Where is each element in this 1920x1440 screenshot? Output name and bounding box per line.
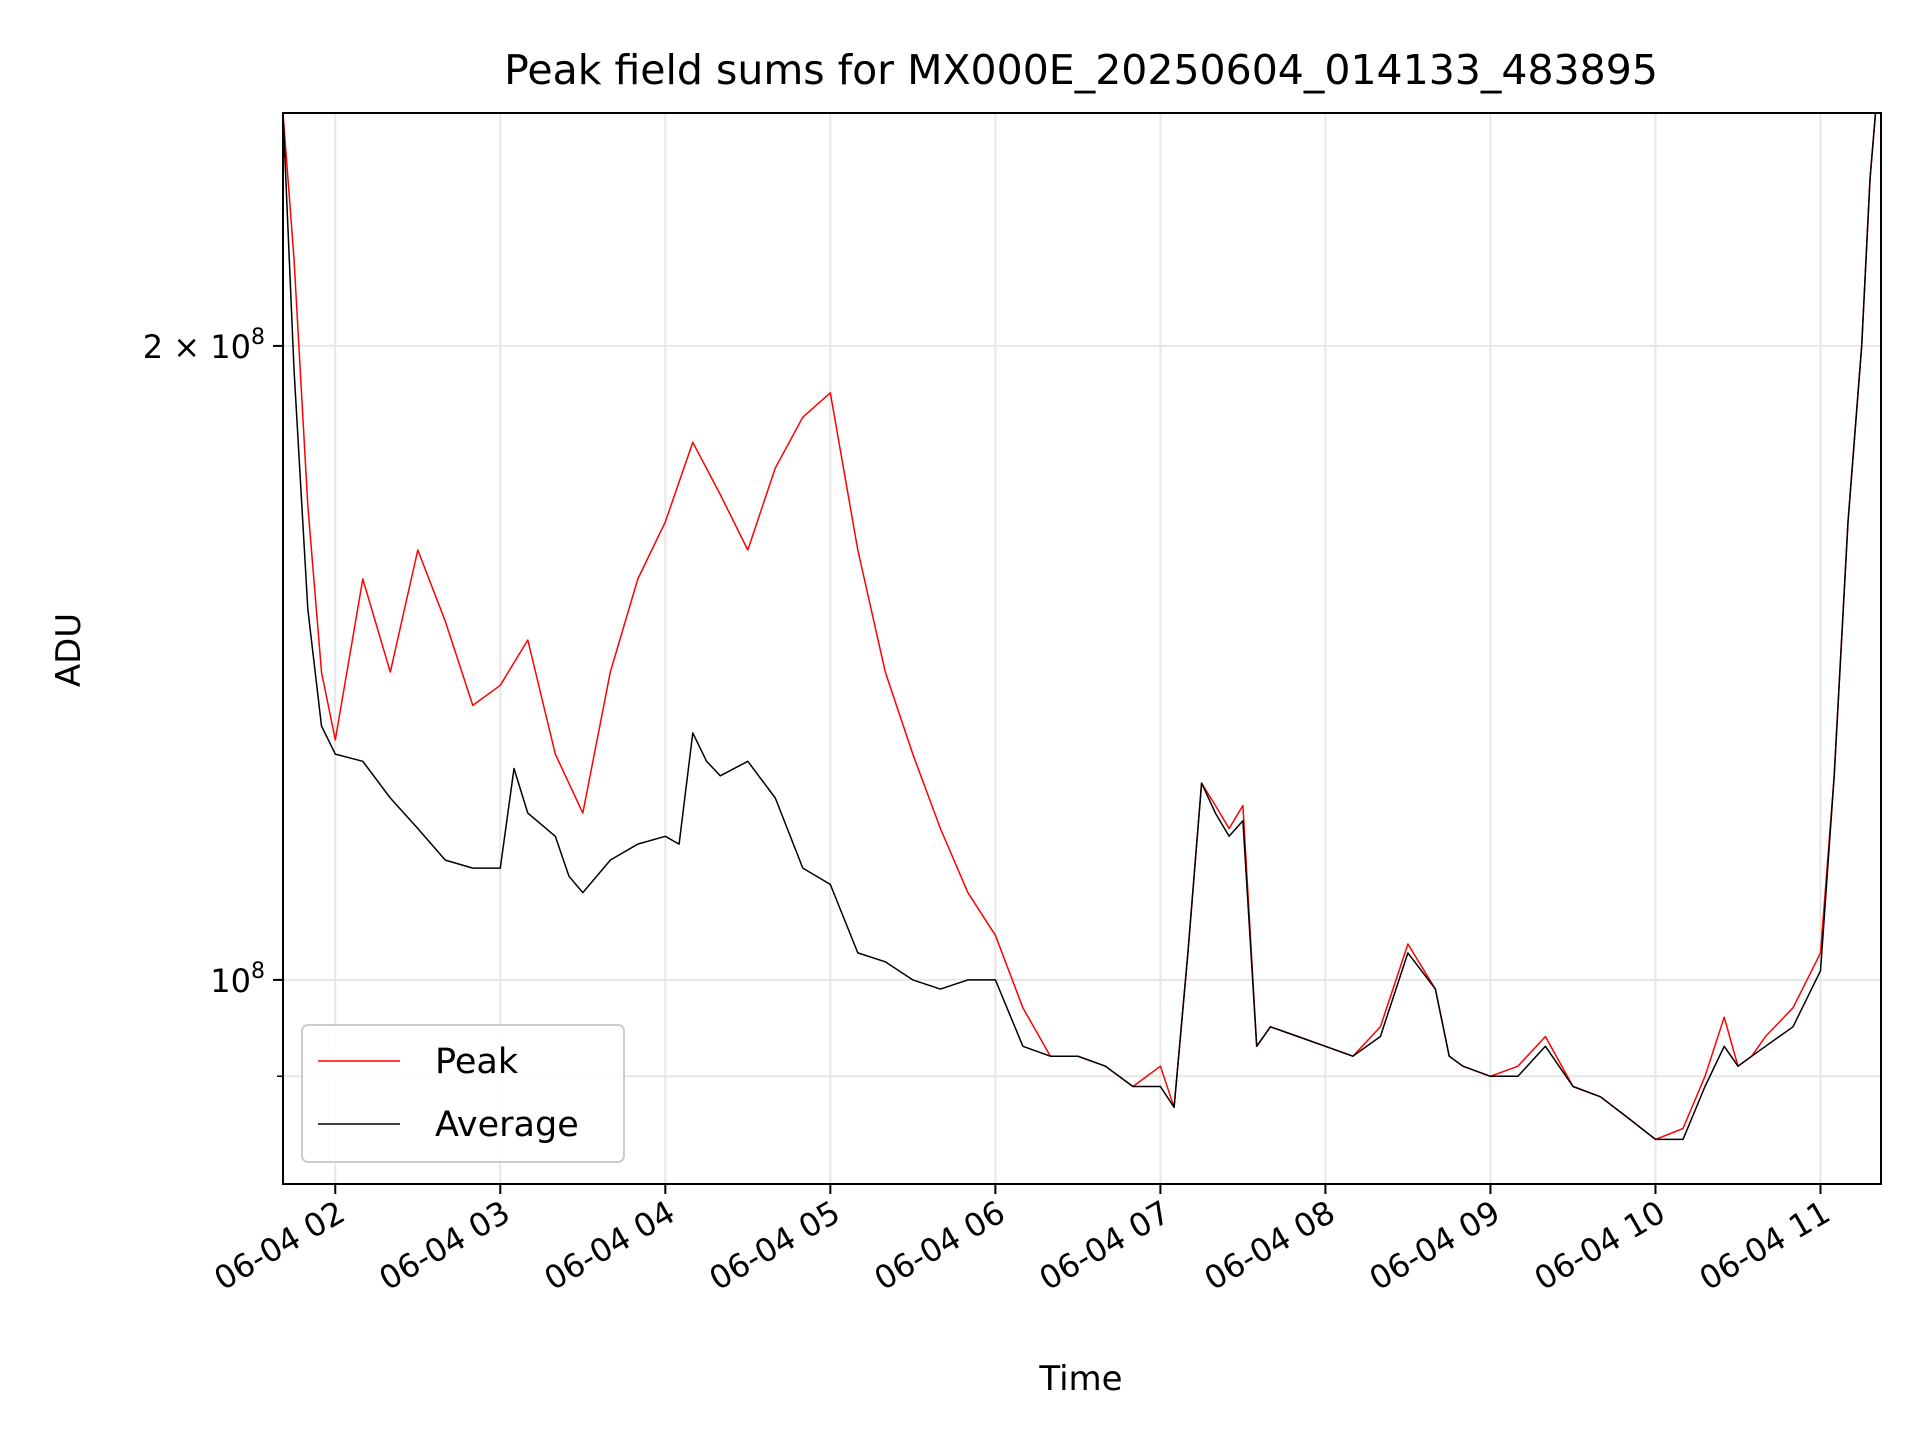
y-axis-label: ADU <box>49 613 89 687</box>
plot-area <box>283 113 1877 1141</box>
y-tick-label: 108 <box>210 959 265 1000</box>
legend-label-peak: Peak <box>435 1042 519 1082</box>
y-tick-label: 2 × 108 <box>143 325 265 366</box>
grid <box>283 113 1881 1184</box>
series-line-average <box>283 113 1877 1141</box>
y-axis: 108 2 × 108 <box>143 325 283 1078</box>
x-axis-label: Time <box>1038 1359 1122 1399</box>
axes-frame <box>282 112 1882 1185</box>
legend: Peak Average <box>301 1024 625 1163</box>
legend-label-average: Average <box>435 1105 579 1145</box>
chart-title: Peak field sums for MX000E_20250604_0141… <box>504 46 1658 94</box>
legend-box <box>301 1024 625 1163</box>
